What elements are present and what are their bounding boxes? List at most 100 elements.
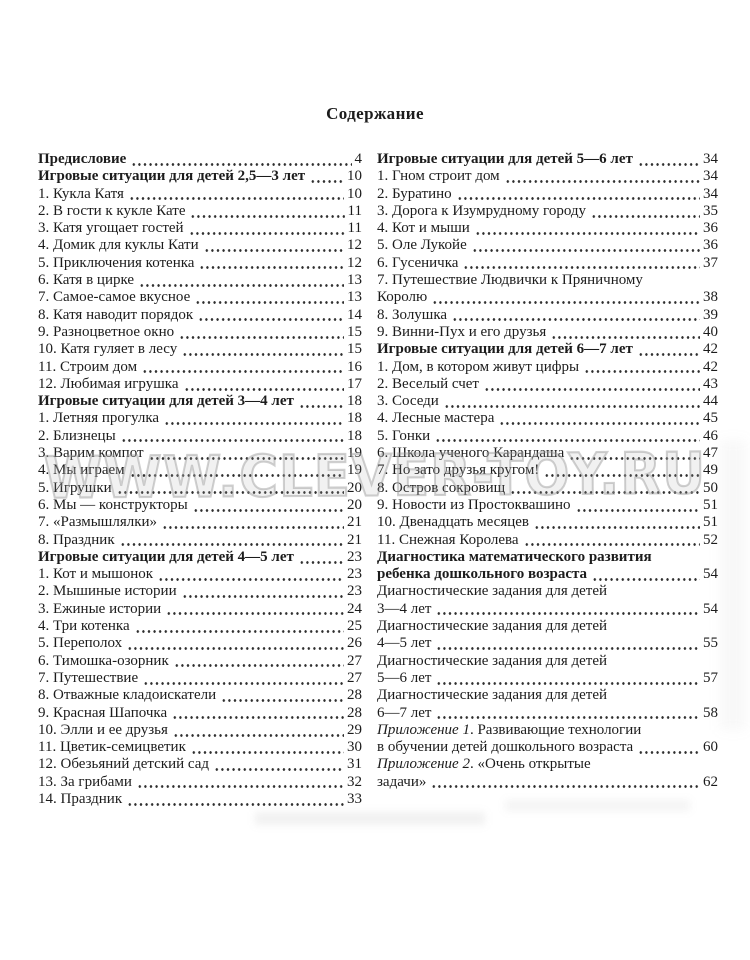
toc-entry-label: 7. «Размышлялки»	[38, 514, 158, 531]
dot-leader	[213, 756, 344, 774]
dot-leader	[220, 687, 344, 705]
toc-page-number: 18	[347, 393, 362, 410]
toc-entry-label: 9. Новости из Простоквашино	[377, 496, 571, 513]
dot-leader	[135, 773, 344, 791]
toc-page-number: 27	[347, 669, 362, 686]
toc-entry: 8. Остров сокровищ 50	[377, 479, 718, 497]
toc-entry-italic-prefix: Приложение 2	[377, 756, 470, 773]
toc-entry-label: 4—5 лет	[377, 635, 432, 652]
toc-section-header: Предисловие 4	[38, 151, 362, 169]
toc-entry: 6. Мы — конструкторы 20	[38, 496, 362, 515]
toc-entry: 2. В гости к кукле Кате 11	[38, 202, 362, 221]
toc-entry-label: 7. Путешествие Людвички к Пряничному	[377, 272, 643, 289]
dot-leader	[165, 600, 344, 619]
toc-entry-label: Королю	[377, 289, 428, 306]
page-title: Содержание	[326, 104, 424, 123]
toc-page-number: 28	[347, 704, 362, 721]
toc-entry-label: 7. Самое-самое вкусное	[38, 289, 191, 306]
toc-entry-label: 5. Оле Лукойе	[377, 237, 467, 254]
dot-leader	[636, 341, 700, 359]
toc-entry-label: 4. Три котенка	[38, 618, 130, 635]
toc-entry-label: 8. Праздник	[38, 531, 115, 548]
toc-entry-label: 6. Тимошка-озорник	[38, 652, 169, 669]
dot-leader	[568, 445, 700, 463]
toc-page-number: 54	[703, 566, 718, 583]
toc-page-number: 30	[347, 739, 362, 756]
toc-left-column: Предисловие 4 Игровые ситуации для детей 2…	[38, 151, 362, 809]
toc-page-number: 49	[703, 462, 718, 479]
toc-entry-label: 6. Мы — конструкторы	[38, 496, 188, 513]
dot-leader	[181, 341, 344, 359]
toc-page-number: 36	[703, 237, 718, 254]
toc-entry-label: Диагностические задания для детей	[377, 652, 608, 669]
toc-entry: 6. Тимошка-озорник 27	[38, 652, 362, 670]
toc-page-number: 12	[347, 254, 362, 271]
toc-entry: 11. Строим дом 16	[38, 358, 362, 376]
toc-page-number: 18	[347, 427, 362, 444]
dot-leader	[171, 721, 344, 740]
dot-leader	[130, 151, 352, 169]
toc-entry: 10. Элли и ее друзья 29	[38, 721, 362, 740]
toc-entry-label: 6—7 лет	[377, 704, 432, 721]
toc-page-number: 18	[347, 410, 362, 427]
dot-leader	[591, 566, 700, 584]
dot-leader	[509, 479, 700, 497]
toc-entry-label: 1. Кот и мышонок	[38, 566, 154, 583]
toc-page-number: 19	[347, 462, 362, 479]
toc-entry-label: 8. Золушка	[377, 306, 448, 323]
dot-leader	[435, 704, 700, 722]
toc-page-number: 20	[347, 479, 362, 496]
toc-entry: 11. Снежная Королева 52	[377, 531, 718, 549]
toc-entry: 14. Праздник 33	[38, 790, 362, 809]
dot-leader	[118, 531, 344, 549]
dot-leader	[435, 635, 700, 653]
toc-entry: 7. Самое-самое вкусное 13	[38, 289, 362, 307]
toc-entry: 6—7 лет 58	[377, 704, 718, 722]
toc-entry: 5. Переполох 26	[38, 635, 362, 653]
toc-entry: 9. Винни-Пух и его друзья 40	[377, 323, 718, 342]
toc-page-number: 15	[347, 341, 362, 358]
toc-page-number: 32	[347, 773, 362, 790]
toc-section-header: Игровые ситуации для детей 6—7 лет 42	[377, 341, 718, 359]
toc-entry-label: в обучении детей дошкольного возраста	[377, 739, 634, 756]
toc-entry-label: 3. Варим компот	[38, 445, 144, 462]
toc-entry: 1. Кукла Катя 10	[38, 185, 362, 203]
toc-page-number: 27	[347, 652, 362, 669]
dot-leader	[119, 427, 344, 446]
toc-page-number: 21	[347, 514, 362, 531]
toc-section-header: Диагностика математического развития	[377, 549, 718, 566]
toc-entry-label: Игровые ситуации для детей 6—7 лет	[377, 341, 633, 358]
toc-page-number: 54	[703, 600, 718, 617]
toc-entry: 3. Катя угощает гостей 11	[38, 220, 362, 238]
toc-entry-label: 3. Катя угощает гостей	[38, 220, 184, 237]
dot-leader	[543, 462, 700, 480]
toc-page-number: 34	[703, 185, 718, 202]
dot-leader	[498, 410, 700, 428]
toc-page-number: 15	[347, 323, 362, 340]
toc-entry: 10. Катя гуляет в лесу 15	[38, 341, 362, 359]
scan-artifact	[720, 440, 746, 730]
toc-entry: 6. Катя в цирке 13	[38, 272, 362, 290]
toc-entry: Диагностические задания для детей	[377, 583, 718, 600]
toc-page-number: 58	[703, 704, 718, 721]
toc-section-header: Игровые ситуации для детей 2,5—3 лет 10	[38, 168, 362, 186]
toc-entry: 13. За грибами 32	[38, 773, 362, 791]
toc-entry-label: 10. Элли и ее друзья	[38, 721, 168, 738]
dot-leader	[550, 323, 700, 342]
dot-leader	[430, 773, 700, 791]
toc-entry-label: 4. Мы играем	[38, 462, 125, 479]
toc-entry: 4. Домик для куклы Кати 12	[38, 237, 362, 255]
toc-entry: Приложение 1. Развивающие технологии	[377, 722, 718, 739]
toc-page-number: 57	[703, 669, 718, 686]
dot-leader	[128, 462, 344, 480]
toc-entry: в обучении детей дошкольного возраста 60	[377, 739, 718, 757]
dot-leader	[161, 514, 344, 532]
toc-entry: 5—6 лет 57	[377, 669, 718, 688]
toc-page-number: 46	[703, 427, 718, 444]
toc-entry: 2. Буратино 34	[377, 185, 718, 203]
toc-page-number: 11	[347, 220, 362, 237]
toc-page-number: 42	[703, 341, 718, 358]
toc-page-number: 26	[347, 635, 362, 652]
toc-entry: 1. Дом, в котором живут цифры 42	[377, 358, 718, 376]
toc-entry: 2. Мышиные истории 23	[38, 583, 362, 601]
